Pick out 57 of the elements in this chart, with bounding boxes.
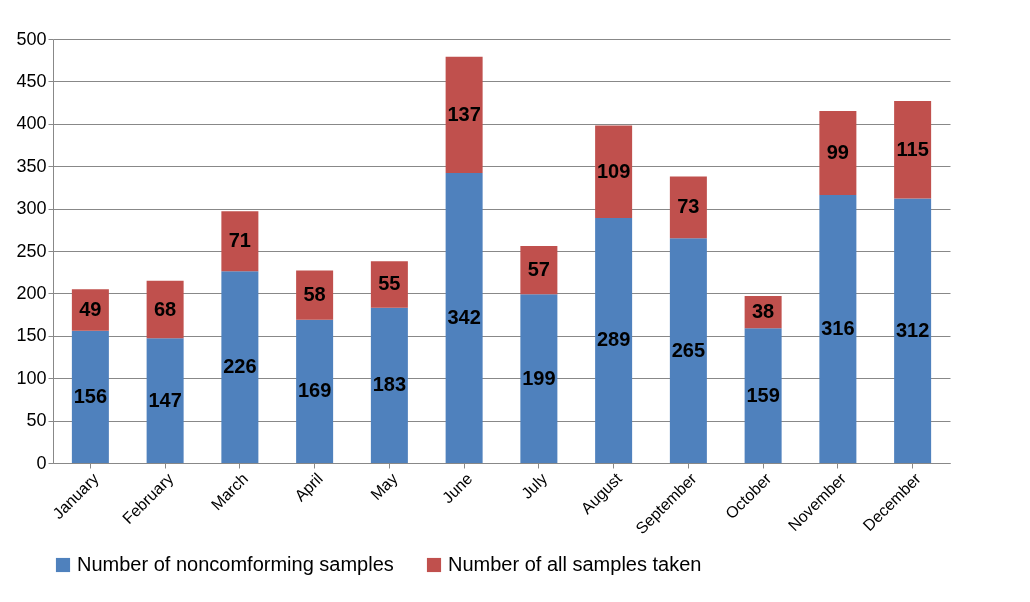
data-label: 169 [297, 379, 332, 402]
data-label: 115 [896, 137, 929, 160]
bar [146, 338, 184, 463]
bar [370, 307, 408, 463]
bar [669, 238, 707, 463]
data-label: 316 [821, 317, 855, 340]
y-tick-label: 450 [16, 70, 47, 91]
data-label: 49 [79, 297, 102, 320]
y-tick-label: 350 [16, 155, 47, 176]
data-label: 71 [228, 229, 251, 252]
data-label: 99 [826, 141, 849, 164]
data-label: 137 [447, 102, 481, 125]
data-label: 183 [372, 373, 407, 396]
data-label: 265 [671, 338, 706, 361]
x-tick-label: July [518, 469, 551, 502]
data-label: 226 [223, 355, 257, 378]
bar [445, 172, 483, 463]
data-label: 159 [746, 383, 780, 406]
data-label: 57 [527, 258, 550, 281]
bar [819, 111, 857, 196]
data-label: 289 [596, 328, 631, 351]
data-label: 342 [447, 305, 481, 328]
bar [445, 56, 483, 173]
bar [296, 319, 334, 463]
data-label: 312 [895, 318, 930, 341]
y-tick-label: 500 [16, 28, 47, 49]
bar [221, 271, 259, 463]
y-tick-label: 150 [16, 325, 47, 346]
data-label: 73 [677, 195, 700, 218]
data-label: 58 [303, 283, 326, 306]
y-tick-label: 50 [26, 410, 47, 431]
data-label: 68 [154, 297, 177, 320]
y-tick-label: 400 [16, 113, 47, 134]
y-tick-label: 250 [16, 240, 47, 261]
bar [595, 217, 633, 463]
bar [71, 330, 109, 463]
bar [520, 294, 558, 463]
data-label: 199 [522, 366, 556, 389]
legend-label: Number of all samples taken [448, 553, 702, 575]
y-tick-label: 200 [16, 282, 47, 303]
x-tick-label: May [367, 469, 401, 504]
bar [744, 328, 782, 463]
y-tick-label: 300 [16, 198, 47, 219]
y-tick-label: 0 [36, 452, 47, 473]
bar [819, 195, 857, 463]
bar [894, 100, 932, 199]
data-label: 109 [596, 159, 631, 182]
data-label: 147 [148, 388, 182, 411]
y-tick-label: 100 [16, 367, 47, 388]
bar [221, 211, 259, 272]
bar [595, 125, 633, 218]
data-label: 55 [378, 272, 401, 295]
data-label: 38 [752, 300, 775, 323]
bar [894, 198, 932, 463]
legend-label: Number of noncomforming samples [77, 553, 394, 575]
data-label: 156 [73, 384, 108, 407]
bar [669, 176, 707, 239]
